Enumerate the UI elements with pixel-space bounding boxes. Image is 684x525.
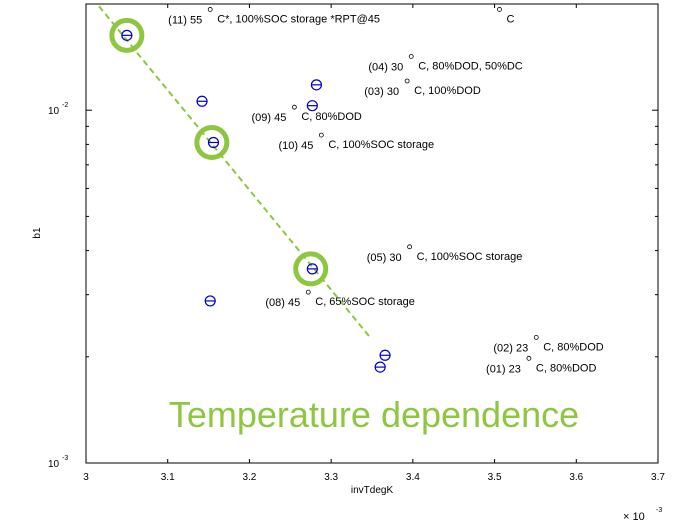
point-description: C, 100%SOC storage [417, 251, 523, 263]
point-description: C, 100%DOD [414, 85, 481, 97]
highlight-rings [109, 17, 329, 287]
x-tick-label: 3.7 [651, 472, 665, 483]
point-description: C, 65%SOC storage [315, 296, 415, 308]
x-axis-label: invTdegK [351, 485, 394, 496]
fitted-point [379, 349, 391, 361]
point-description: C, 80%DOD [301, 111, 362, 123]
plot-area [85, 3, 659, 464]
x-tick-label: 3.3 [324, 472, 338, 483]
fitted-point [306, 263, 318, 275]
point-description: C, 80%DOD, 50%DC [418, 60, 523, 72]
y-tick-label-base: 10 [48, 459, 60, 470]
x-tick-label: 3.2 [242, 472, 256, 483]
x-tick-label: 3 [83, 472, 89, 483]
x-tick-label: 3.4 [406, 472, 420, 483]
data-point [404, 78, 410, 84]
point-tag: (09) 45 [252, 112, 287, 124]
highlight-ring [109, 17, 145, 53]
fitted-point [310, 79, 323, 91]
data-point [408, 54, 414, 59]
point-tag: (11) 55 [168, 14, 202, 26]
x-tick-label: 3.6 [569, 472, 583, 483]
highlight-ring [194, 124, 230, 160]
labelled-points: (11) 55 C*, 100%SOC storage *RPT@45 C (04) … [168, 7, 604, 375]
point-tag: (05) 30 [367, 252, 402, 264]
point-tag: (10) 45 [278, 140, 313, 152]
x-multiplier-exponent: -3 [656, 507, 662, 514]
point-description: C, 100%SOC storage [328, 139, 434, 151]
fitted-point [196, 95, 208, 107]
point-tag: (03) 30 [364, 86, 399, 98]
x-tick-label: 3.5 [488, 472, 502, 483]
point-description: C*, 100%SOC storage *RPT@45 [217, 13, 380, 25]
point-description: C, 80%DOD [536, 362, 597, 374]
point-tag: (01) 23 [486, 363, 521, 375]
data-point [207, 7, 213, 12]
highlight-ring [293, 251, 329, 287]
point-tag: (02) 23 [493, 342, 528, 354]
point-description: C [506, 13, 514, 25]
y-tick-label-base: 10 [48, 106, 60, 117]
fitted-point [207, 136, 220, 149]
data-point [318, 132, 324, 138]
data-point [291, 104, 297, 110]
y-axis-label: b1 [32, 227, 43, 239]
y-tick-label-exponent: -2 [62, 102, 68, 109]
data-point [407, 244, 412, 250]
point-description: C, 80%DOD [543, 341, 604, 353]
x-tick-label: 3.1 [161, 472, 175, 483]
data-point [526, 355, 532, 361]
data-point [533, 334, 539, 340]
fitted-point [121, 29, 133, 41]
y-axis-ticks: 10-210-3 [48, 102, 658, 470]
point-tag: (04) 30 [368, 61, 403, 73]
point-tag: (08) 45 [265, 297, 300, 309]
fitted-point [204, 295, 216, 307]
fitted-point [306, 100, 318, 112]
data-point [305, 289, 311, 295]
fitted-point [374, 361, 386, 373]
x-multiplier: × 10 [623, 511, 645, 523]
trend-line [98, 5, 371, 338]
data-point [497, 7, 502, 12]
x-axis-ticks: 3 3.1 3.2 3.3 3.4 3.5 3.6 3.7 [83, 4, 665, 483]
y-tick-label-exponent: -3 [62, 455, 68, 462]
fitted-points [121, 29, 391, 373]
trend-annotation: Temperature dependence [169, 394, 579, 435]
